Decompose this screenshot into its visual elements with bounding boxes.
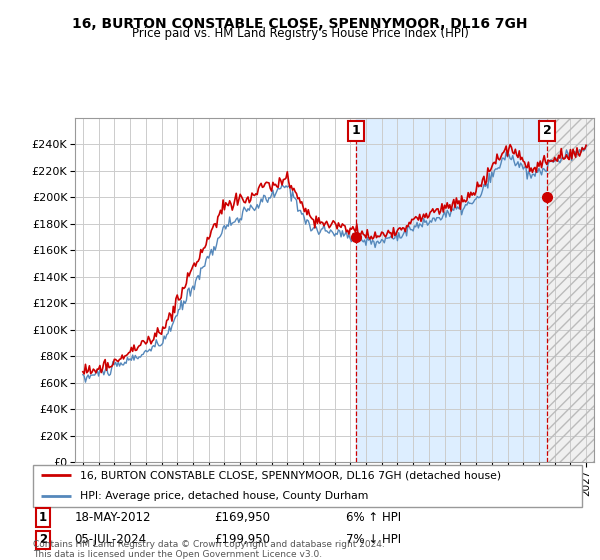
Text: 1: 1 xyxy=(39,511,47,524)
Text: 16, BURTON CONSTABLE CLOSE, SPENNYMOOR, DL16 7GH (detached house): 16, BURTON CONSTABLE CLOSE, SPENNYMOOR, … xyxy=(80,470,501,480)
Bar xyxy=(547,118,594,462)
Bar xyxy=(356,118,547,462)
Text: Price paid vs. HM Land Registry's House Price Index (HPI): Price paid vs. HM Land Registry's House … xyxy=(131,27,469,40)
Text: 05-JUL-2024: 05-JUL-2024 xyxy=(74,534,146,547)
Text: 2: 2 xyxy=(39,534,47,547)
Text: 16, BURTON CONSTABLE CLOSE, SPENNYMOOR, DL16 7GH: 16, BURTON CONSTABLE CLOSE, SPENNYMOOR, … xyxy=(72,17,528,31)
Bar xyxy=(547,118,594,462)
Text: 6% ↑ HPI: 6% ↑ HPI xyxy=(346,511,401,524)
Text: HPI: Average price, detached house, County Durham: HPI: Average price, detached house, Coun… xyxy=(80,491,368,501)
Text: 2: 2 xyxy=(542,124,551,137)
Text: 18-MAY-2012: 18-MAY-2012 xyxy=(74,511,151,524)
Text: 7% ↓ HPI: 7% ↓ HPI xyxy=(346,534,401,547)
Text: Contains HM Land Registry data © Crown copyright and database right 2024.
This d: Contains HM Land Registry data © Crown c… xyxy=(33,540,385,559)
Text: £169,950: £169,950 xyxy=(214,511,270,524)
Text: 1: 1 xyxy=(352,124,361,137)
Text: £199,950: £199,950 xyxy=(214,534,270,547)
